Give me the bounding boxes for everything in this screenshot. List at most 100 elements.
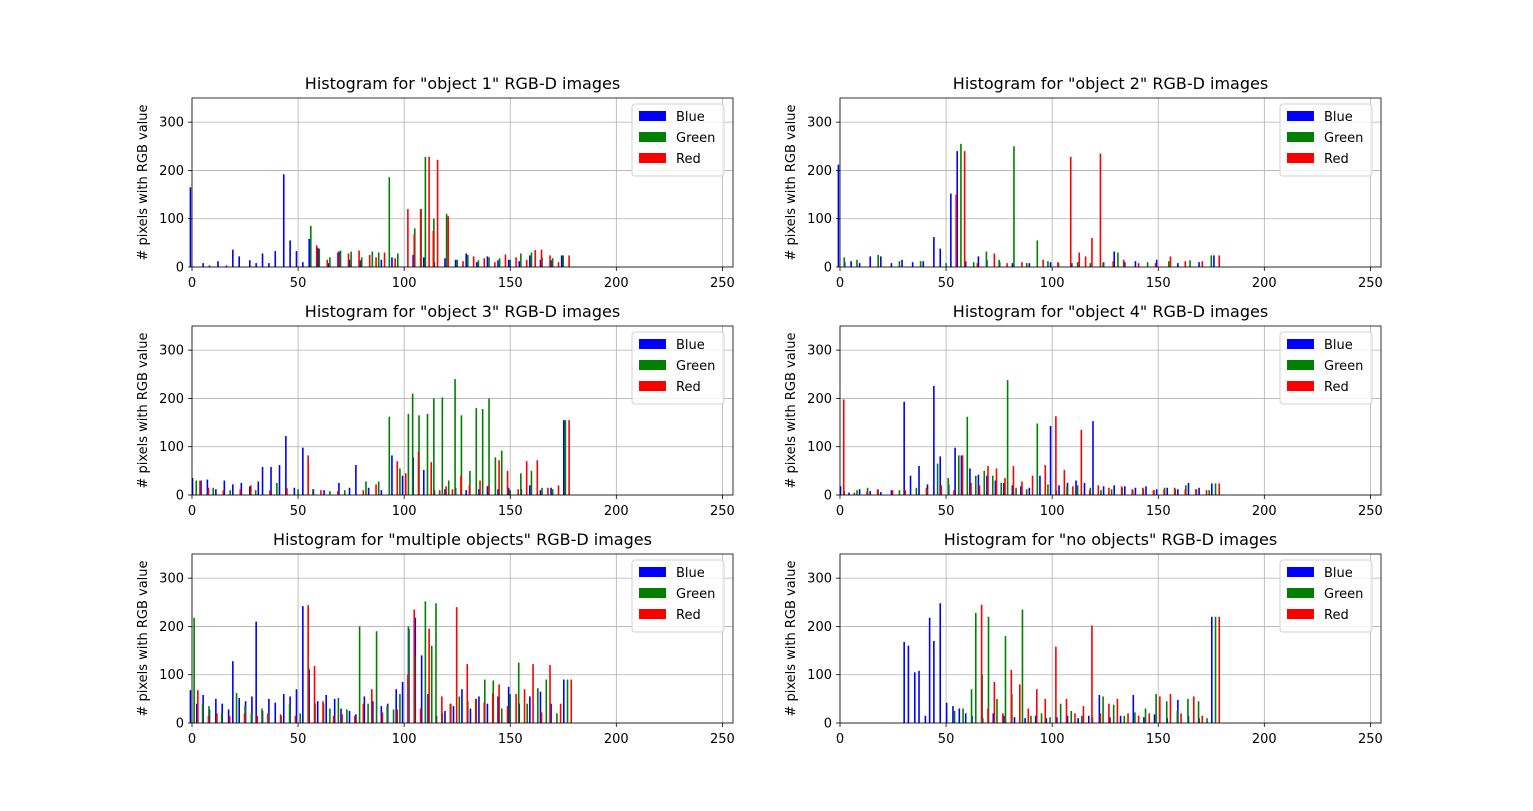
bar-blue [461, 689, 463, 723]
legend-swatch-red [639, 381, 666, 391]
bar-green [1155, 694, 1157, 723]
bar-red [1002, 713, 1004, 723]
bar-green [220, 713, 223, 723]
bar-blue [913, 672, 916, 723]
y-tick-label: 300 [159, 116, 184, 131]
bar-blue [933, 385, 935, 495]
legend-swatch-red [1287, 609, 1314, 619]
legend-swatch-green [639, 132, 666, 142]
bar-blue [232, 249, 234, 267]
bar-green [498, 258, 501, 267]
bar-blue [1134, 487, 1137, 495]
bar-green [375, 631, 378, 723]
x-tick-label: 150 [1146, 732, 1171, 747]
bar-blue [1066, 715, 1069, 723]
bar-blue [550, 703, 552, 723]
bar-green [456, 259, 458, 267]
bar-green [1197, 701, 1200, 723]
bar-green [488, 398, 490, 495]
bar-red [322, 701, 324, 723]
bar-blue [956, 151, 959, 267]
bar-blue [880, 256, 882, 267]
bar-green [469, 470, 471, 495]
bar-red [976, 263, 979, 267]
legend-label-blue: Blue [1324, 566, 1353, 581]
bar-green [329, 708, 331, 723]
bar-blue [1011, 263, 1014, 267]
bar-green [991, 475, 994, 495]
bar-blue [359, 260, 361, 267]
bar-green [477, 260, 480, 267]
bar-red [993, 253, 996, 267]
bar-red [428, 628, 430, 723]
bar-green [193, 617, 195, 723]
bar-green [250, 713, 253, 723]
bar-blue [909, 475, 912, 495]
bar-green [566, 679, 569, 723]
bar-green [1165, 701, 1168, 723]
bar-green [208, 706, 210, 723]
bar-green [346, 709, 348, 723]
bar-red [995, 468, 998, 495]
bar-blue [839, 486, 842, 495]
bar-red [371, 689, 373, 723]
bar-blue [232, 661, 234, 723]
bar-red [517, 489, 519, 495]
legend-label-red: Red [1324, 152, 1349, 167]
bar-blue [1102, 486, 1105, 495]
x-tick-label: 250 [1358, 732, 1383, 747]
bar-green [1123, 715, 1126, 723]
bar-blue [969, 468, 971, 495]
bar-red [1004, 478, 1006, 495]
bar-blue [518, 261, 521, 267]
bar-blue [206, 479, 209, 495]
bar-red [341, 714, 343, 723]
bar-green [371, 251, 374, 267]
bar-red [1055, 416, 1057, 495]
bar-red [1063, 469, 1066, 495]
bar-red [506, 706, 509, 723]
bar-green [1144, 708, 1147, 723]
bar-green [520, 253, 522, 267]
y-tick-label: 0 [176, 717, 184, 732]
bar-green [556, 713, 558, 723]
bar-green [1066, 486, 1068, 495]
legend-swatch-green [639, 360, 666, 370]
axes-frame [191, 97, 734, 268]
bar-green [426, 413, 429, 495]
x-tick-label: 200 [1252, 732, 1277, 747]
bar-green [229, 490, 231, 495]
bar-red [313, 666, 316, 723]
bar-red [207, 487, 210, 495]
chart-panel-2: 0 50 100 150 200 250 0 100 200 300 Histogram for "… [784, 74, 1383, 291]
bar-green [551, 258, 554, 267]
bar-green [530, 470, 533, 495]
bar-red [559, 703, 562, 723]
bar-red [462, 261, 464, 267]
bar-green [201, 703, 204, 723]
bar-blue [945, 702, 948, 723]
bar-blue [918, 670, 920, 723]
bar-blue [1028, 263, 1031, 267]
bar-green [1025, 489, 1028, 495]
bar-blue [933, 237, 935, 267]
bar-red [383, 252, 386, 267]
bar-blue [1020, 486, 1022, 495]
bar-blue [380, 706, 383, 723]
bar-green [562, 255, 565, 267]
bar-red [547, 487, 549, 495]
bar-blue [497, 489, 499, 495]
bar-green [377, 481, 380, 495]
y-tick-label: 200 [159, 392, 184, 407]
bar-red [1108, 487, 1110, 495]
bar-blue [1210, 483, 1213, 495]
bar-blue [1119, 715, 1122, 723]
y-tick-label: 300 [807, 116, 832, 131]
bar-green [318, 248, 321, 267]
bar-red [1169, 256, 1172, 267]
bar-red [419, 209, 422, 267]
bar-green [475, 408, 478, 495]
bar-green [460, 415, 463, 495]
bar-blue [977, 474, 980, 495]
